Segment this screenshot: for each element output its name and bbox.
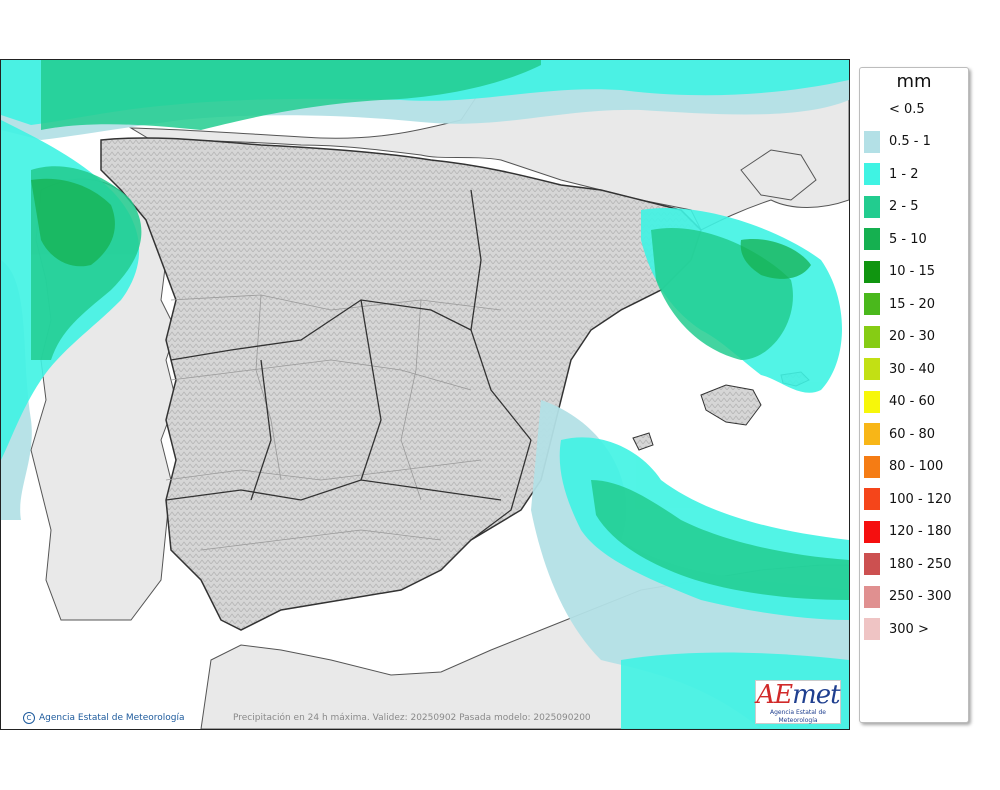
legend-item: 15 - 20 [864, 292, 935, 316]
legend-label: 250 - 300 [889, 589, 952, 604]
legend-swatch [864, 488, 880, 510]
legend-item: 250 - 300 [864, 585, 952, 609]
legend-label: 40 - 60 [889, 394, 936, 409]
precipitation-legend: mm < 0.5 0.5 - 1 1 - 2 2 - 5 5 - 10 10 - 15 15… [859, 67, 969, 723]
legend-item: 2 - 5 [864, 195, 919, 219]
legend-swatch [864, 423, 880, 445]
legend-item: 180 - 250 [864, 552, 952, 576]
logo-subtitle: Agencia Estatal de Meteorología [769, 709, 826, 724]
legend-item: 60 - 80 [864, 422, 935, 446]
legend-title: mm [896, 71, 932, 92]
agency-credit: C Agencia Estatal de Meteorología [23, 712, 185, 724]
legend-swatch [864, 585, 880, 608]
legend-item: 5 - 10 [864, 227, 927, 251]
legend-swatch [864, 618, 880, 640]
legend-item: 20 - 30 [864, 325, 935, 349]
legend-label: 5 - 10 [889, 231, 927, 247]
spain-land [100, 137, 702, 631]
legend-swatch [864, 260, 880, 283]
map-canvas [1, 60, 849, 729]
aemet-logo: AEmet Agencia Estatal de Meteorología [755, 680, 841, 724]
legend-swatch [864, 455, 880, 478]
legend-swatch [864, 130, 880, 153]
mallorca [700, 384, 762, 426]
legend-swatch [864, 163, 880, 185]
legend-label: 100 - 120 [889, 491, 952, 507]
legend-item: 80 - 100 [864, 455, 943, 479]
region-borders [165, 294, 502, 551]
legend-label: 1 - 2 [889, 166, 919, 182]
credit-text: Agencia Estatal de Meteorología [39, 713, 185, 723]
legend-label: 30 - 40 [889, 361, 936, 377]
legend-label: 15 - 20 [889, 296, 936, 312]
legend-item: 120 - 180 [864, 520, 952, 544]
legend-swatch [864, 390, 880, 413]
legend-swatch [864, 358, 880, 380]
legend-item: 30 - 40 [864, 357, 935, 381]
legend-swatch [864, 293, 880, 315]
legend-label: 10 - 15 [889, 264, 936, 279]
legend-label: 120 - 180 [889, 524, 952, 539]
legend-item: 10 - 15 [864, 260, 935, 284]
legend-swatch [864, 325, 880, 348]
map-caption: Precipitación en 24 h máxima. Validez: 2… [233, 713, 591, 723]
copyright-icon: C [23, 712, 35, 724]
legend-swatch [864, 553, 880, 575]
logo-wordmark: AEmet [756, 680, 840, 710]
legend-item: < 0.5 [864, 97, 925, 121]
sardinia-land [740, 149, 817, 201]
legend-label: 2 - 5 [889, 199, 919, 214]
precipitation-map: C Agencia Estatal de Meteorología Precip… [0, 59, 850, 730]
legend-item: 1 - 2 [864, 162, 919, 186]
legend-label: 0.5 - 1 [889, 134, 931, 149]
community-borders [165, 189, 532, 541]
legend-swatch [864, 98, 880, 120]
legend-label: 80 - 100 [889, 459, 944, 474]
legend-label: 180 - 250 [889, 556, 952, 572]
legend-label: 300 > [889, 621, 929, 637]
legend-label: 60 - 80 [889, 426, 936, 442]
legend-swatch [864, 228, 880, 250]
legend-item: 40 - 60 [864, 390, 935, 414]
legend-item: 100 - 120 [864, 487, 952, 511]
legend-label: < 0.5 [889, 101, 925, 117]
legend-swatch [864, 520, 880, 543]
legend-item: 0.5 - 1 [864, 130, 931, 154]
legend-label: 20 - 30 [889, 329, 936, 344]
precip-5-10 [31, 178, 811, 279]
legend-swatch [864, 195, 880, 218]
ibiza [632, 432, 654, 451]
legend-item: 300 > [864, 617, 929, 641]
